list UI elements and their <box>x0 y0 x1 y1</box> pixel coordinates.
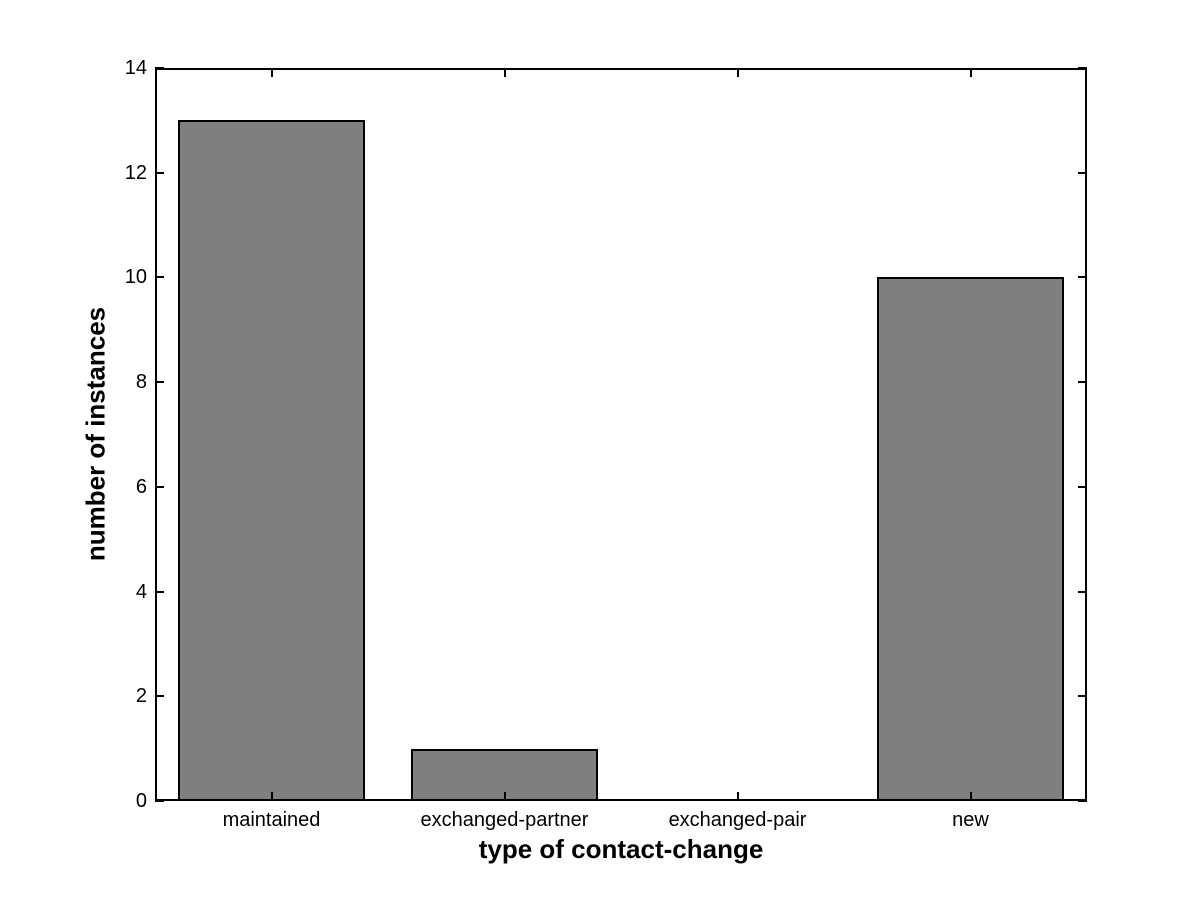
y-tick-left <box>155 800 164 802</box>
x-tick-top <box>969 68 972 77</box>
y-tick-right <box>1078 800 1087 802</box>
x-tick-bottom <box>736 792 739 801</box>
y-tick-left <box>155 276 164 279</box>
y-tick-left <box>155 695 164 698</box>
y-tick-right <box>1078 276 1087 279</box>
x-tick-bottom <box>503 792 506 801</box>
x-tick-bottom <box>969 792 972 801</box>
y-tick-label-8: 8 <box>135 371 147 394</box>
y-tick-label-0: 0 <box>135 790 147 812</box>
y-tick-right <box>1078 485 1087 488</box>
y-tick-left <box>155 381 164 384</box>
x-tick-label-exchanged-pair: exchanged-pair <box>668 809 807 831</box>
x-tick-label-exchanged-partner: exchanged-partner <box>420 809 589 831</box>
y-tick-left <box>155 590 164 593</box>
y-tick-left <box>155 171 164 174</box>
y-tick-label-14: 14 <box>124 57 147 79</box>
y-tick-right <box>1078 590 1087 593</box>
bar-maintained <box>178 120 365 801</box>
y-tick-left <box>155 485 164 488</box>
x-tick-bottom <box>270 792 273 801</box>
x-axis-label: type of contact-change <box>478 834 764 864</box>
y-axis-label: number of instances <box>80 306 111 562</box>
y-tick-right <box>1078 381 1087 384</box>
x-tick-label-maintained: maintained <box>222 809 321 831</box>
x-tick-top <box>270 68 273 77</box>
bar-new <box>877 277 1064 801</box>
y-tick-right <box>1078 67 1087 69</box>
y-tick-label-6: 6 <box>135 475 147 498</box>
y-tick-label-4: 4 <box>135 580 147 603</box>
x-tick-top <box>503 68 506 77</box>
x-tick-top <box>736 68 739 77</box>
y-tick-label-12: 12 <box>124 161 147 184</box>
y-tick-right <box>1078 171 1087 174</box>
x-tick-label-new: new <box>952 809 989 831</box>
y-tick-left <box>155 67 164 69</box>
y-tick-label-10: 10 <box>124 266 147 289</box>
y-tick-label-2: 2 <box>135 685 147 708</box>
y-tick-right <box>1078 695 1087 698</box>
